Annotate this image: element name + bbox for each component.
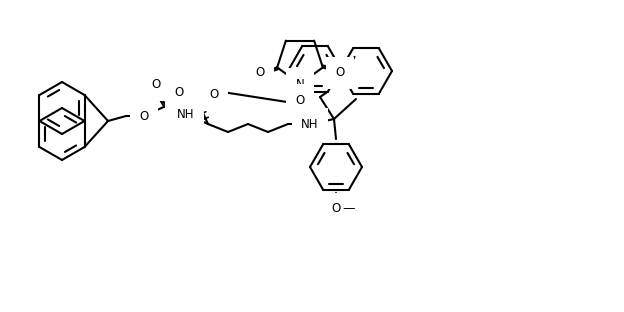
Text: O: O [210, 87, 218, 100]
Text: NH: NH [301, 118, 319, 130]
Text: O: O [331, 202, 341, 216]
Text: N: N [296, 77, 305, 90]
Text: O: O [295, 94, 305, 106]
Text: —: — [342, 202, 354, 216]
Text: O: O [335, 66, 344, 80]
Text: NH: NH [177, 108, 195, 120]
Text: O: O [139, 110, 149, 123]
Text: O: O [174, 85, 183, 99]
Text: O: O [255, 66, 265, 80]
Text: O: O [152, 79, 160, 91]
